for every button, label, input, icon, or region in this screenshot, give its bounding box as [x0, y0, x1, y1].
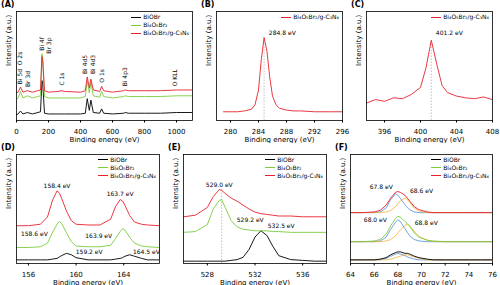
svg-text:68.6 eV: 68.6 eV	[410, 187, 434, 194]
svg-text:400: 400	[73, 128, 88, 137]
svg-text:Binding energy (eV): Binding energy (eV)	[69, 135, 140, 144]
svg-text:68: 68	[393, 271, 403, 279]
svg-text:O 2s: O 2s	[16, 52, 23, 66]
html-text:(F): (F)	[335, 142, 348, 152]
svg-text:160: 160	[69, 271, 83, 279]
svg-text:288: 288	[279, 128, 294, 137]
svg-text:C 1s: C 1s	[58, 73, 65, 86]
svg-text:Binding energy (eV): Binding energy (eV)	[394, 135, 465, 144]
html-text:BiOBr: BiOBr	[443, 155, 461, 163]
html-text:(C): (C)	[351, 0, 365, 9]
svg-text:Br 3p: Br 3p	[45, 37, 53, 53]
svg-text:74: 74	[464, 271, 473, 279]
svg-text:1000: 1000	[168, 128, 186, 136]
html-text:Bi₄O₅Br₂/g-C₃N₄: Bi₄O₅Br₂/g-C₃N₄	[143, 29, 189, 36]
svg-text:Bi 4d5: Bi 4d5	[81, 55, 88, 74]
svg-text:284: 284	[251, 128, 266, 137]
svg-text:Intensity (a.u.): Intensity (a.u.)	[5, 157, 13, 209]
svg-text:Binding energy (eV): Binding energy (eV)	[220, 278, 290, 285]
html-text:Bi₄O₅Br₂/g-C₃N₄: Bi₄O₅Br₂/g-C₃N₄	[277, 171, 323, 179]
svg-text:Intensity (a.u.): Intensity (a.u.)	[355, 14, 363, 66]
html-text:BiOBr: BiOBr	[143, 13, 161, 20]
svg-text:68.8 eV: 68.8 eV	[415, 219, 439, 226]
html-text:(A): (A)	[1, 0, 15, 9]
svg-text:529.2 eV: 529.2 eV	[237, 215, 265, 222]
svg-text:284.8 eV: 284.8 eV	[269, 29, 297, 36]
svg-text:408: 408	[486, 128, 499, 136]
svg-text:158.6 eV: 158.6 eV	[21, 230, 49, 237]
html-text:Bi₄O₅Br₂: Bi₄O₅Br₂	[143, 21, 168, 28]
svg-text:401.2 eV: 401.2 eV	[436, 29, 464, 36]
html-text:Bi₄O₅Br₂/g-C₃N₄: Bi₄O₅Br₂/g-C₃N₄	[443, 13, 489, 20]
svg-text:70: 70	[417, 271, 426, 279]
svg-text:Binding energy (eV): Binding energy (eV)	[244, 135, 315, 144]
svg-text:Bi 4d3: Bi 4d3	[89, 55, 96, 74]
svg-text:163.9 eV: 163.9 eV	[85, 231, 113, 238]
svg-text:Br 3d: Br 3d	[24, 71, 31, 87]
svg-text:532: 532	[248, 271, 262, 279]
html-text:(B): (B)	[201, 0, 215, 9]
svg-text:164: 164	[117, 271, 131, 279]
html-text:(E): (E)	[168, 142, 181, 152]
html-text:(D): (D)	[1, 142, 15, 152]
svg-text:163.7 eV: 163.7 eV	[107, 190, 135, 197]
svg-text:O KLL: O KLL	[171, 68, 178, 86]
svg-text:Binding energy (eV): Binding energy (eV)	[53, 278, 123, 285]
svg-text:Intensity (a.u.): Intensity (a.u.)	[172, 157, 180, 209]
svg-text:280: 280	[224, 128, 237, 136]
svg-text:159.2 eV: 159.2 eV	[76, 247, 104, 254]
svg-text:Binding energy (eV): Binding energy (eV)	[387, 278, 457, 285]
html-text:Bi₄O₅Br₂: Bi₄O₅Br₂	[110, 163, 135, 171]
svg-text:0: 0	[14, 128, 18, 136]
html-text:Bi₄O₅Br₂/g-C₃N₄: Bi₄O₅Br₂/g-C₃N₄	[110, 171, 156, 179]
svg-text:200: 200	[42, 128, 55, 136]
html-text:Bi₄O₅Br₂: Bi₄O₅Br₂	[277, 163, 302, 171]
svg-text:64: 64	[346, 271, 355, 279]
html-text:Bi₄O₅Br₂/g-C₃N₄: Bi₄O₅Br₂/g-C₃N₄	[293, 13, 339, 20]
svg-text:532.5 eV: 532.5 eV	[268, 222, 296, 229]
html-text:Bi₄O₅Br₂/g-C₃N₄: Bi₄O₅Br₂/g-C₃N₄	[443, 171, 489, 179]
html-text:BiOBr: BiOBr	[110, 155, 128, 163]
svg-text:396: 396	[378, 128, 392, 136]
svg-text:164.5 eV: 164.5 eV	[133, 247, 161, 254]
svg-text:529.0 eV: 529.0 eV	[206, 180, 234, 187]
svg-text:404: 404	[449, 128, 464, 137]
svg-text:Intensity (a.u.): Intensity (a.u.)	[339, 157, 347, 209]
svg-text:68.0 eV: 68.0 eV	[364, 215, 388, 222]
html-text:BiOBr: BiOBr	[277, 155, 295, 163]
svg-text:800: 800	[138, 128, 151, 136]
svg-text:66: 66	[370, 271, 379, 279]
svg-text:400: 400	[413, 128, 428, 137]
svg-text:Bi 4p3: Bi 4p3	[121, 67, 129, 86]
svg-text:528: 528	[201, 271, 214, 279]
svg-text:Bi 5d: Bi 5d	[16, 69, 23, 85]
svg-text:76: 76	[488, 271, 497, 279]
svg-text:536: 536	[296, 271, 310, 279]
svg-text:600: 600	[105, 128, 120, 137]
html-text:Bi₄O₅Br₂: Bi₄O₅Br₂	[443, 163, 468, 171]
svg-text:Bi 4f: Bi 4f	[38, 36, 45, 51]
svg-text:O 1s: O 1s	[98, 69, 105, 83]
svg-text:292: 292	[307, 128, 322, 137]
svg-text:296: 296	[336, 128, 350, 136]
svg-text:67.8 eV: 67.8 eV	[370, 183, 394, 190]
svg-text:158.4 eV: 158.4 eV	[44, 182, 72, 189]
svg-text:72: 72	[440, 271, 450, 279]
svg-text:Intensity (a.u.): Intensity (a.u.)	[5, 14, 13, 66]
svg-text:Intensity (a.u.): Intensity (a.u.)	[205, 14, 213, 66]
svg-text:156: 156	[22, 271, 36, 279]
